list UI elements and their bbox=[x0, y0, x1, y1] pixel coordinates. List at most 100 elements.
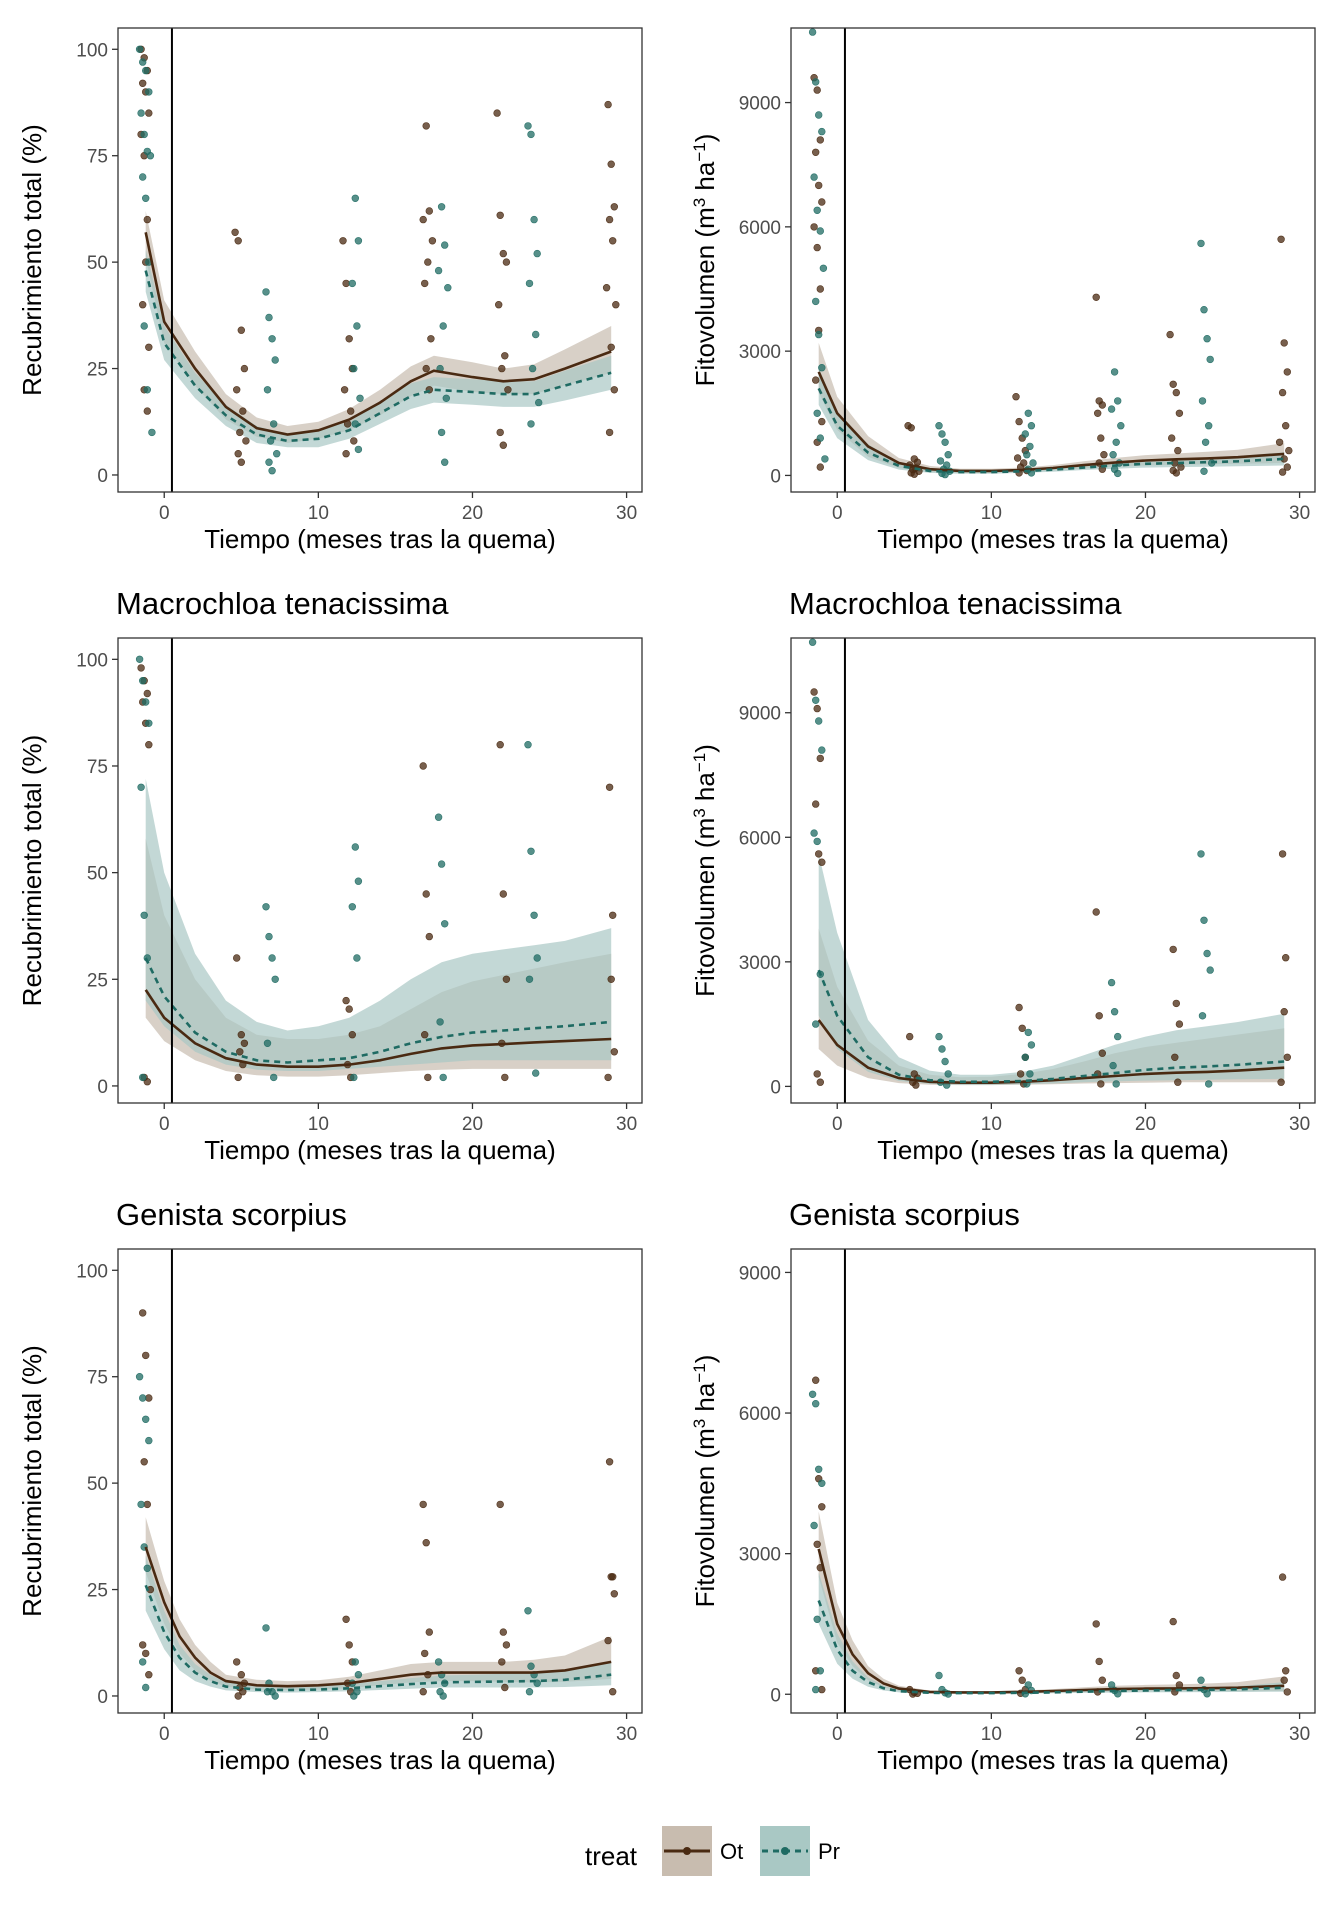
data-point-pr bbox=[437, 428, 446, 437]
data-point-ot bbox=[137, 664, 145, 672]
data-point-ot bbox=[240, 1039, 249, 1048]
series-line-pr bbox=[144, 270, 612, 443]
data-point-pr bbox=[938, 430, 946, 438]
data-point-ot bbox=[1013, 454, 1022, 462]
data-point-ot bbox=[427, 335, 435, 343]
data-point-ot bbox=[501, 1683, 509, 1692]
confidence-band-pr bbox=[818, 1572, 1285, 1694]
data-point-ot bbox=[1278, 468, 1287, 476]
data-point-ot bbox=[234, 1692, 242, 1700]
data-point-pr bbox=[350, 364, 358, 373]
data-point-pr bbox=[816, 1667, 824, 1675]
data-point-pr bbox=[439, 1692, 447, 1700]
panel-volume-total: 0 10 20 30 0 3000 6000 9000 Tiempo (meses tras l… bbox=[690, 27, 1316, 554]
series-line-pr bbox=[144, 957, 612, 1064]
data-point-pr bbox=[1026, 1070, 1034, 1078]
data-point-pr bbox=[139, 1394, 147, 1402]
data-point-pr bbox=[441, 920, 449, 928]
data-point-ot bbox=[813, 1070, 821, 1078]
y-axis-label-part: Fitovolumen (m bbox=[690, 207, 720, 386]
data-point-pr bbox=[818, 1479, 826, 1488]
data-point-ot bbox=[504, 386, 512, 394]
data-point-pr bbox=[351, 194, 359, 203]
data-point-ot bbox=[1098, 1049, 1107, 1057]
data-point-ot bbox=[1174, 446, 1182, 455]
data-point-pr bbox=[356, 394, 364, 402]
data-point-pr bbox=[1021, 1053, 1030, 1062]
data-point-pr bbox=[525, 1687, 534, 1696]
data-point-pr bbox=[813, 409, 821, 417]
data-point-ot bbox=[1283, 463, 1292, 471]
data-point-pr bbox=[135, 1372, 144, 1381]
data-point-pr bbox=[351, 843, 359, 851]
data-point-pr bbox=[527, 130, 535, 139]
data-point-pr bbox=[1201, 438, 1210, 446]
data-point-pr bbox=[1024, 1681, 1033, 1689]
y-axis-label-superscript: 3 bbox=[690, 198, 709, 207]
data-point-ot bbox=[612, 301, 620, 309]
data-point-ot bbox=[1015, 1003, 1023, 1012]
data-point-pr bbox=[527, 420, 535, 428]
data-point-ot bbox=[239, 1687, 247, 1696]
y-axis-label: Recubrimiento total (%) bbox=[17, 1345, 47, 1617]
data-point-pr bbox=[525, 279, 534, 288]
data-point-pr bbox=[1110, 1007, 1119, 1016]
data-point-ot bbox=[1281, 1667, 1290, 1675]
series-line-pr bbox=[144, 1584, 612, 1692]
data-point-ot bbox=[1172, 1671, 1181, 1680]
data-point-pr bbox=[1117, 422, 1125, 430]
y-tick-label: 3000 bbox=[739, 1545, 781, 1566]
data-point-pr bbox=[1206, 355, 1214, 364]
data-point-pr bbox=[351, 1658, 359, 1666]
data-point-pr bbox=[527, 1662, 535, 1670]
data-point-pr bbox=[1024, 409, 1033, 417]
x-tick-label: 10 bbox=[308, 1114, 329, 1135]
data-point-ot bbox=[499, 249, 507, 258]
y-axis-label-superscript: −1 bbox=[690, 142, 709, 161]
x-tick-label: 20 bbox=[462, 503, 483, 524]
data-point-ot bbox=[233, 1658, 241, 1666]
data-point-pr bbox=[1021, 430, 1030, 438]
data-point-ot bbox=[816, 754, 824, 763]
x-axis-label: Tiempo (meses tras la quema) bbox=[204, 524, 556, 554]
data-point-pr bbox=[1112, 1080, 1120, 1088]
data-point-ot bbox=[602, 284, 611, 292]
x-tick-label: 10 bbox=[981, 503, 1002, 524]
y-axis-label-superscript: 3 bbox=[690, 808, 709, 817]
data-point-pr bbox=[139, 676, 147, 685]
y-axis-label-part: Fitovolumen (m bbox=[690, 1428, 720, 1607]
data-point-pr bbox=[808, 28, 817, 36]
y-tick-label: 0 bbox=[770, 1685, 781, 1706]
y-tick-label: 50 bbox=[87, 253, 108, 274]
x-tick-label: 10 bbox=[308, 503, 329, 524]
x-axis-label: Tiempo (meses tras la quema) bbox=[877, 1745, 1229, 1775]
x-tick-label: 30 bbox=[616, 1724, 637, 1745]
data-point-pr bbox=[1110, 368, 1119, 376]
data-point-ot bbox=[1285, 446, 1293, 455]
data-point-ot bbox=[142, 1649, 150, 1658]
data-point-ot bbox=[499, 890, 507, 898]
data-point-ot bbox=[145, 1394, 153, 1402]
y-tick-label: 3000 bbox=[739, 342, 781, 363]
data-point-ot bbox=[145, 740, 153, 749]
data-point-pr bbox=[534, 398, 543, 407]
x-axis-label: Tiempo (meses tras la quema) bbox=[877, 524, 1229, 554]
data-point-pr bbox=[137, 783, 145, 791]
data-point-pr bbox=[1198, 397, 1207, 405]
data-point-ot bbox=[143, 407, 152, 415]
data-point-pr bbox=[148, 428, 156, 437]
y-tick-label: 6000 bbox=[739, 828, 781, 849]
data-point-ot bbox=[236, 428, 244, 437]
data-point-pr bbox=[1206, 966, 1214, 974]
y-axis-label: Fitovolumen (m3 ha−1) bbox=[690, 1355, 721, 1608]
data-point-pr bbox=[938, 1045, 946, 1053]
data-point-ot bbox=[422, 1538, 430, 1547]
data-point-pr bbox=[1203, 949, 1211, 958]
y-tick-label: 100 bbox=[76, 1261, 108, 1282]
data-point-ot bbox=[234, 1073, 242, 1082]
y-tick-label: 6000 bbox=[739, 1404, 781, 1425]
data-point-pr bbox=[524, 740, 532, 749]
data-point-pr bbox=[1113, 1690, 1122, 1698]
data-point-pr bbox=[354, 445, 363, 454]
data-point-pr bbox=[354, 237, 363, 245]
